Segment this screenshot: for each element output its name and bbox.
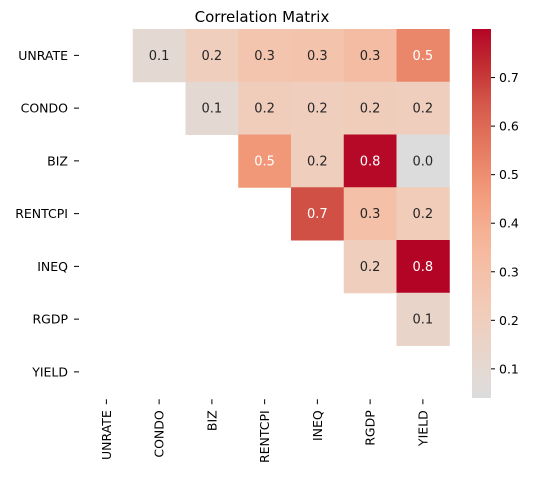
col-tick-unrate: UNRATE xyxy=(99,410,114,460)
cell-label-condo-rentcpi: 0.2 xyxy=(254,102,275,117)
row-tick-biz: BIZ xyxy=(47,153,68,168)
cell-condo-rgdp xyxy=(343,81,397,135)
row-tick-labels: UNRATE CONDO BIZ RENTCPI INEQ RGDP YIELD xyxy=(15,48,79,379)
row-tick-rgdp: RGDP xyxy=(32,312,68,327)
cell-condo-rentcpi xyxy=(238,81,292,135)
col-tick-condo: CONDO xyxy=(152,410,167,458)
cell-label-ineq-rgdp: 0.2 xyxy=(360,260,381,275)
cell-condo-yield xyxy=(396,81,450,135)
cell-rgdp-yield xyxy=(396,292,450,346)
column-tick-labels: UNRATE CONDO BIZ RENTCPI INEQ RGDP YIELD xyxy=(99,399,430,463)
cell-label-unrate-yield: 0.5 xyxy=(413,49,434,64)
col-tick-rentcpi: RENTCPI xyxy=(257,410,272,463)
row-tick-yield: YIELD xyxy=(31,364,68,379)
cell-rentcpi-rgdp xyxy=(343,187,397,241)
cell-label-unrate-rentcpi: 0.3 xyxy=(254,49,275,64)
colorbar-tick-label: 0.4 xyxy=(499,216,519,231)
chart-title: Correlation Matrix xyxy=(195,8,330,26)
row-tick-ineq: INEQ xyxy=(37,259,68,274)
row-tick-condo: CONDO xyxy=(21,101,69,116)
colorbar: 0.1 0.2 0.3 0.4 0.5 0.6 0.7 xyxy=(472,29,519,398)
colorbar-tick-label: 0.1 xyxy=(499,361,519,376)
cell-label-unrate-biz: 0.2 xyxy=(202,49,223,64)
cell-rentcpi-yield xyxy=(396,187,450,241)
cell-label-biz-ineq: 0.2 xyxy=(307,154,328,169)
cell-unrate-rentcpi xyxy=(238,29,292,83)
cell-unrate-condo xyxy=(132,29,186,83)
cell-label-unrate-rgdp: 0.3 xyxy=(360,49,381,64)
cell-label-condo-yield: 0.2 xyxy=(413,102,434,117)
colorbar-gradient xyxy=(472,29,491,398)
col-tick-rgdp: RGDP xyxy=(363,410,378,446)
colorbar-tick-label: 0.6 xyxy=(499,119,519,134)
cell-label-unrate-condo: 0.1 xyxy=(149,49,170,64)
cell-label-unrate-ineq: 0.3 xyxy=(307,49,328,64)
cell-label-biz-yield: 0.0 xyxy=(413,154,434,169)
cell-label-rgdp-yield: 0.1 xyxy=(413,313,434,328)
col-tick-biz: BIZ xyxy=(204,410,219,431)
colorbar-tick-label: 0.3 xyxy=(499,264,519,279)
colorbar-tick-label: 0.2 xyxy=(499,313,519,328)
cell-biz-rgdp xyxy=(343,134,397,188)
cell-label-condo-biz: 0.1 xyxy=(202,102,223,117)
cell-condo-biz xyxy=(185,81,239,135)
col-tick-ineq: INEQ xyxy=(310,410,325,441)
cell-unrate-ineq xyxy=(291,29,345,83)
cell-label-rentcpi-rgdp: 0.3 xyxy=(360,207,381,222)
cell-label-rentcpi-yield: 0.2 xyxy=(413,207,434,222)
cell-ineq-rgdp xyxy=(343,240,397,294)
cell-label-condo-rgdp: 0.2 xyxy=(360,102,381,117)
cell-label-biz-rgdp: 0.8 xyxy=(360,154,381,169)
cell-unrate-yield xyxy=(396,29,450,83)
cell-biz-rentcpi xyxy=(238,134,292,188)
cell-biz-yield xyxy=(396,134,450,188)
colorbar-tick-label: 0.5 xyxy=(499,167,519,182)
cell-biz-ineq xyxy=(291,134,345,188)
cell-condo-ineq xyxy=(291,81,345,135)
row-tick-rentcpi: RENTCPI xyxy=(15,206,68,221)
colorbar-tick-label: 0.7 xyxy=(499,70,519,85)
cell-label-biz-rentcpi: 0.5 xyxy=(254,154,275,169)
row-tick-unrate: UNRATE xyxy=(18,48,68,63)
cell-label-ineq-yield: 0.8 xyxy=(413,260,434,275)
col-tick-yield: YIELD xyxy=(415,410,430,447)
heatmap-cells: 0.1 0.2 0.3 0.3 0.3 0.5 0.1 0.2 0.2 0.2 0.2 0.5 0.2 0… xyxy=(132,29,450,346)
cell-label-condo-ineq: 0.2 xyxy=(307,102,328,117)
cell-ineq-yield xyxy=(396,240,450,294)
cell-unrate-biz xyxy=(185,29,239,83)
cell-unrate-rgdp xyxy=(343,29,397,83)
cell-rentcpi-ineq xyxy=(291,187,345,241)
cell-label-rentcpi-ineq: 0.7 xyxy=(307,207,328,222)
